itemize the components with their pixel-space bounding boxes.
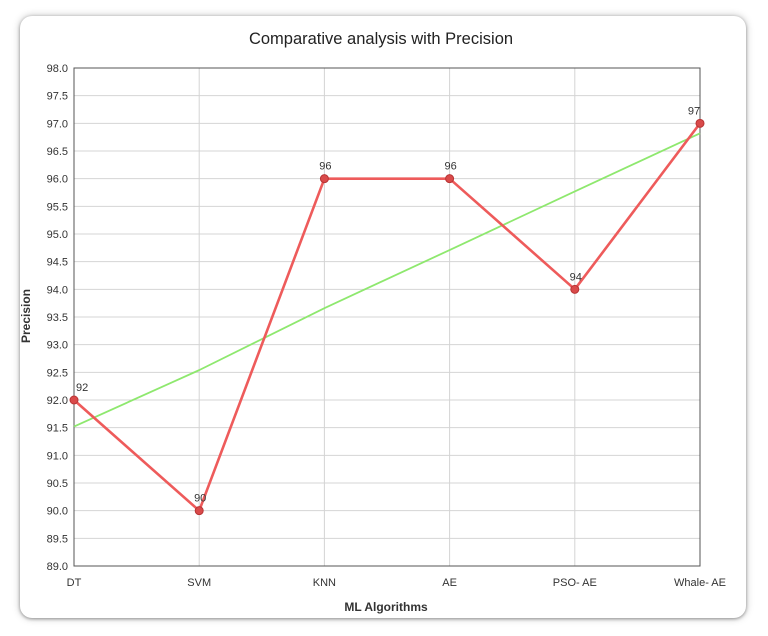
data-label: 94 [570,271,582,283]
data-point [194,506,204,516]
y-tick-label: 96.0 [47,174,68,186]
data-label: 90 [194,493,206,505]
y-axis-label: Precision [19,289,33,343]
y-tick-label: 97.5 [47,91,68,103]
y-tick-label: 89.5 [47,533,68,545]
y-tick-label: 91.5 [47,423,68,435]
y-tick-label: 93.5 [47,312,68,324]
y-tick-label: 94.0 [47,284,68,296]
y-tick-label: 98.0 [47,63,68,75]
x-tick-label: Whale- AE [674,577,726,589]
y-tick-label: 95.5 [47,201,68,213]
x-tick-label: SVM [187,577,211,589]
x-tick-label: PSO- AE [553,577,597,589]
y-tick-label: 89.0 [47,561,68,573]
data-label: 96 [444,161,456,173]
data-point [570,284,580,294]
y-tick-label: 91.0 [47,450,68,462]
y-tick-label: 95.0 [47,229,68,241]
plot-area-border [73,67,701,567]
data-label: 92 [76,382,88,394]
y-tick-label: 90.5 [47,478,68,490]
data-point [69,395,79,405]
x-tick-label: DT [67,577,82,589]
data-label: 96 [319,161,331,173]
y-tick-label: 94.5 [47,257,68,269]
y-tick-label: 90.0 [47,506,68,518]
trend-series-line [73,132,701,428]
data-label: 97 [688,105,700,117]
precision-series-line [73,122,702,512]
x-tick-label: AE [442,577,457,589]
y-tick-label: 92.0 [47,395,68,407]
y-tick-label: 92.5 [47,367,68,379]
data-point [695,118,705,128]
x-tick-label: KNN [313,577,336,589]
x-axis-label: ML Algorithms [344,600,428,614]
data-point [445,174,455,184]
y-tick-label: 97.0 [47,118,68,130]
data-point [319,174,329,184]
y-tick-label: 93.0 [47,340,68,352]
y-tick-label: 96.5 [47,146,68,158]
chart-title: Comparative analysis with Precision [249,30,513,48]
